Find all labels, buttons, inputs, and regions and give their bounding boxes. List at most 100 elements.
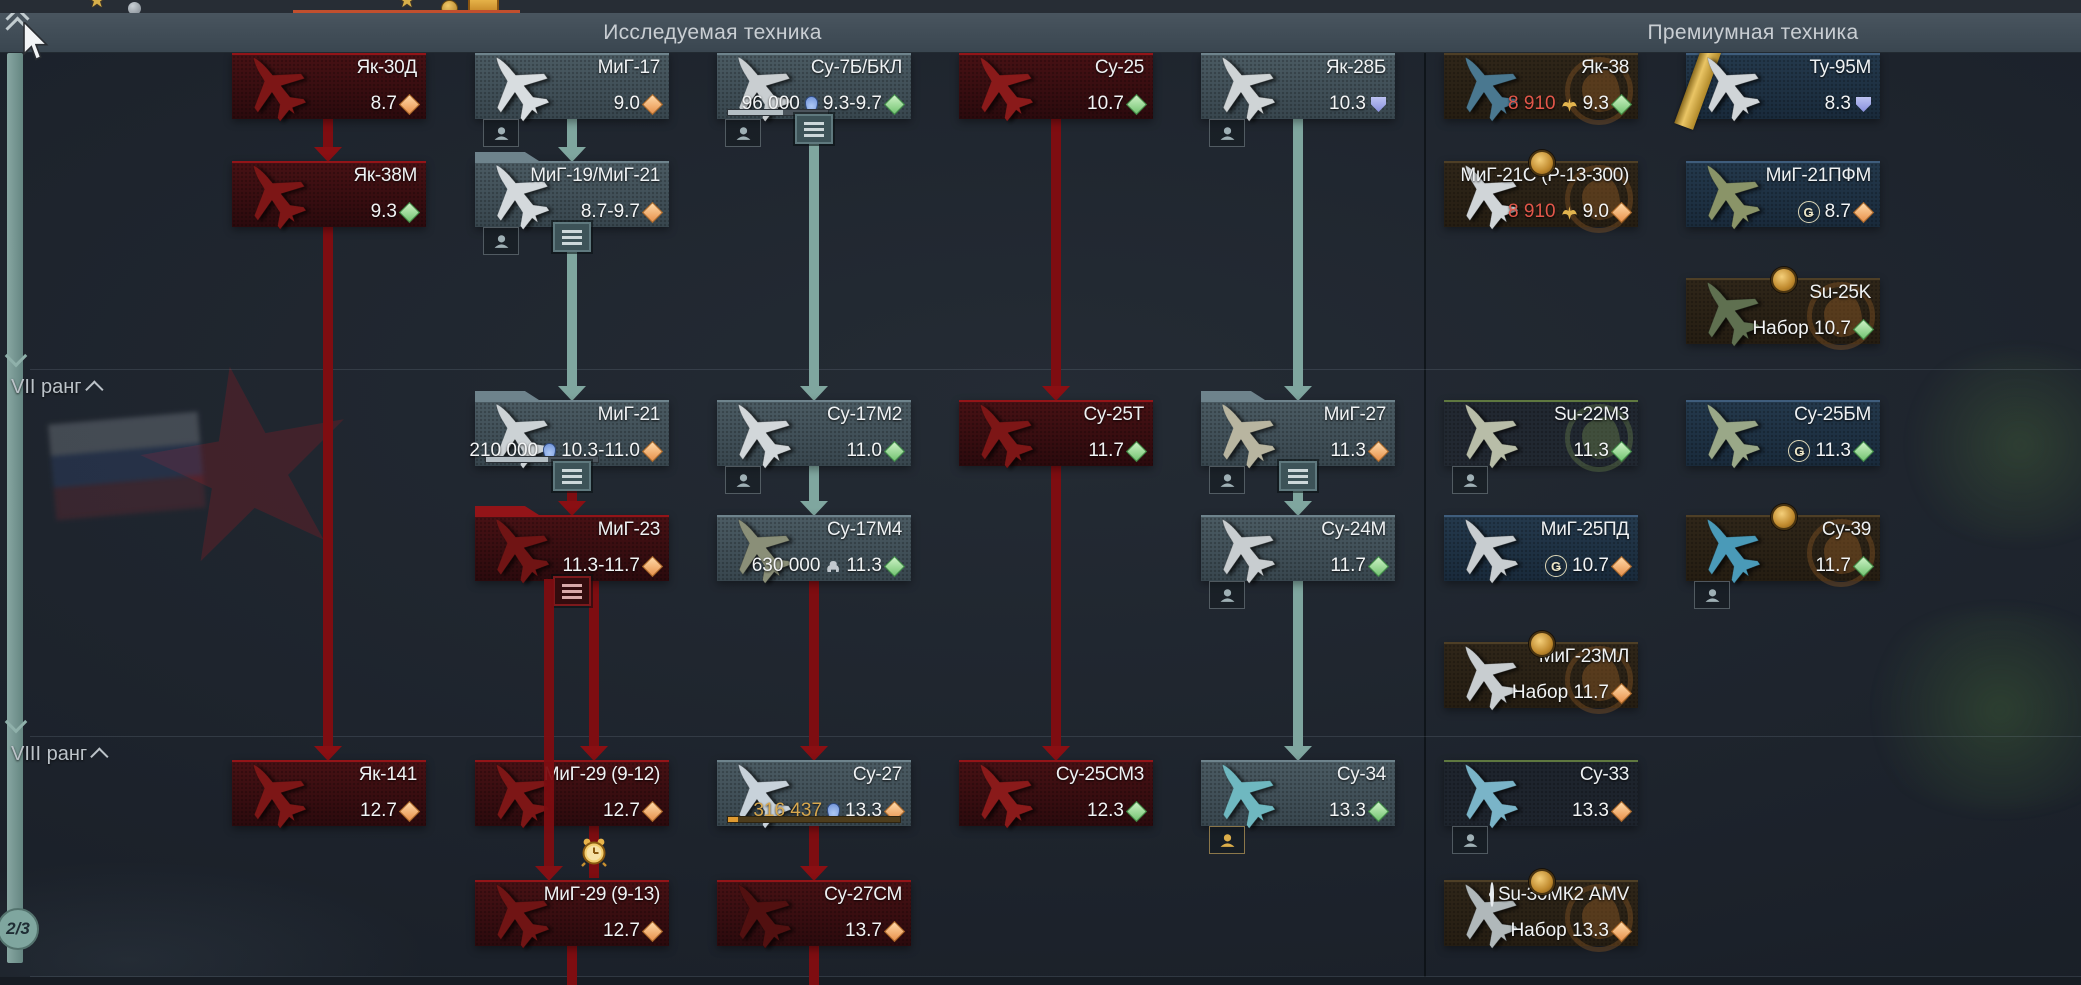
premium-target-icon [1489,882,1495,907]
vehicle-card-su7b[interactable]: Су-7Б/БКЛ 96 000 9.3-9.7 [717,53,911,119]
vehicle-card-su17m4[interactable]: Су-17М4 630 000 11.3 [717,515,911,581]
vehicle-value-text: Набор 10.7 [1752,318,1851,339]
vehicle-info-line: 96 000 9.3-9.7 [742,93,906,115]
vehicle-card-su34[interactable]: Су-34 13.3 [1201,760,1395,826]
research-progress-bar [727,109,829,116]
star-icon[interactable]: ★ [398,0,416,12]
rank-7-label[interactable]: VII ранг [11,376,104,399]
vehicle-info-line: Ǥ 11.3 [1788,440,1875,462]
vehicle-value-text: 11.7 [1088,440,1124,461]
crew-icon [1452,466,1488,494]
vehicle-info-line: 9.0 [614,93,664,115]
group-expand-button[interactable] [553,222,591,252]
br-rating-icon-green [1852,318,1875,340]
vehicle-card-su25[interactable]: Су-25 10.7 [959,53,1153,119]
tree-connector [314,117,342,162]
vehicle-card-su24m[interactable]: Су-24М 11.7 [1201,515,1395,581]
br-rating-icon-orange [1610,682,1633,704]
vehicle-card-su33[interactable]: Су-33 13.3 [1444,760,1638,826]
vehicle-value-text: Набор 13.3 [1510,920,1609,941]
vehicle-card-su27[interactable]: Су-27 316 437 13.3 [717,760,911,826]
vehicle-name-row: Су-25БМ [1794,404,1871,426]
tree-connector [800,117,828,401]
medal-icon[interactable] [441,0,458,13]
vehicle-name: МиГ-21 [597,404,661,425]
premium-section-header: Премиумная техника [1647,20,1859,44]
vehicle-card-su17m2[interactable]: Су-17М2 11.0 [717,400,911,466]
plane-image-secondary [464,740,573,849]
group-expand-button[interactable] [795,114,833,144]
br-rating-icon-green [1367,800,1390,822]
vehicle-card-su25k[interactable]: Su-25K Набор 10.7 [1686,278,1880,344]
br-rating-icon-green [1125,800,1148,822]
scroll-chevron-down-icon[interactable] [3,710,29,734]
plane-image-secondary [706,495,815,604]
br-rating-icon-green [1852,555,1875,577]
vehicle-card-yak38m[interactable]: Як-38М 9.3 [232,161,426,227]
vehicle-card-mig23ml[interactable]: МиГ-23МЛ Набор 11.7 [1444,642,1638,708]
rank-8-label[interactable]: VIII ранг [11,743,109,766]
vehicle-card-mig21s[interactable]: МиГ-21С (Р-13-300) 8 910 9.0 [1444,161,1638,227]
tree-scrollbar[interactable] [7,53,23,963]
card-icon[interactable] [468,0,499,13]
br-rating-icon-orange [641,920,664,942]
vehicle-value-text: 10.3 [1329,93,1366,114]
vehicle-value-text: 8.7-9.7 [580,201,640,222]
vehicle-card-mig29_912[interactable]: МиГ-29 (9-12) 12.7 [475,760,669,826]
crew-icon [725,119,761,147]
vehicle-name: МиГ-27 [1323,404,1387,425]
vehicle-card-mig21[interactable]: МиГ-21 210 000 10.3-11.0 [469,400,669,466]
bottom-strip [0,977,2081,985]
golden-eagles-price-icon [1561,97,1578,112]
premium-column-divider [1424,13,1426,985]
top-bar: ★ ★ [0,0,2081,13]
premium-medallion-icon [1529,150,1555,176]
orb-icon[interactable] [128,2,141,13]
vehicle-name: МиГ-19/МиГ-21 [530,165,660,186]
vehicle-card-yak38[interactable]: Як-38 8 910 9.3 [1444,53,1638,119]
vehicle-name: Су-17М2 [827,404,902,425]
vehicle-card-mig21pfm[interactable]: МиГ-21ПФМ Ǥ 8.7 [1686,161,1880,227]
vehicle-name: МиГ-17 [597,57,661,78]
rank-collapse-icon [90,747,109,766]
vehicle-card-mig19_21[interactable]: МиГ-19/МиГ-21 8.7-9.7 [475,161,669,227]
vehicle-card-mig27[interactable]: МиГ-27 11.3 [1201,400,1395,466]
vehicle-card-su22m3[interactable]: Su-22М3 11.3 [1444,400,1638,466]
group-expand-button[interactable] [553,461,591,491]
scroll-chevron-down-icon[interactable] [3,344,29,368]
vehicle-card-su27sm[interactable]: Су-27СМ 13.7 [717,880,911,946]
vehicle-card-tu95m[interactable]: Ту-95М 8.3 [1674,53,1880,119]
vehicle-card-yak28b[interactable]: Як-28Б 10.3 [1201,53,1395,119]
star-icon[interactable]: ★ [88,0,106,12]
vehicle-info-line: 11.7 [1330,555,1390,577]
vehicle-card-su25t[interactable]: Су-25Т 11.7 [959,400,1153,466]
vehicle-name-row: Су-33 [1580,764,1629,786]
vehicle-card-mig25pd[interactable]: МиГ-25ПД Ǥ 10.7 [1444,515,1638,581]
silver-lions-icon [825,559,841,574]
vehicle-card-su25sm3[interactable]: Су-25СМ3 12.3 [959,760,1153,826]
vehicle-info-line: 316 437 13.3 [753,800,906,822]
vehicle-card-su39[interactable]: Су-39 11.7 [1686,515,1880,581]
vehicle-value-text: 316 437 [753,800,823,821]
vehicle-card-su30mk2[interactable]: Su-30МК2 AMV Набор 13.3 [1444,880,1638,946]
group-expand-button[interactable] [1279,461,1317,491]
plane-image [1433,495,1542,604]
vehicle-card-mig17[interactable]: МиГ-17 9.0 [475,53,669,119]
vehicle-name: Як-141 [358,764,418,785]
group-expand-button[interactable] [553,576,591,606]
crew-qualification-icon [1209,826,1245,854]
vehicle-card-mig23[interactable]: МиГ-23 11.3-11.7 [475,515,669,581]
vehicle-card-yak30d[interactable]: Як-30Д 8.7 [232,53,426,119]
vehicle-name-row: Як-141 [358,764,418,786]
vehicle-card-su25bm[interactable]: Су-25БМ Ǥ 11.3 [1686,400,1880,466]
vehicle-name-row: Су-17М2 [827,404,902,426]
vehicle-card-mig29_913[interactable]: МиГ-29 (9-13) 12.7 [475,880,669,946]
squadron-ribbon-icon [1674,44,1722,130]
plane-image [1675,258,1784,367]
vehicle-card-yak141[interactable]: Як-141 12.7 [232,760,426,826]
vehicle-info-line: 630 000 11.3 [752,555,906,577]
tree-connector [800,825,828,881]
br-rating-icon-green [1610,440,1633,462]
br-rating-icon-orange [641,93,664,115]
vehicle-value-text: 11.3-11.7 [562,555,640,576]
